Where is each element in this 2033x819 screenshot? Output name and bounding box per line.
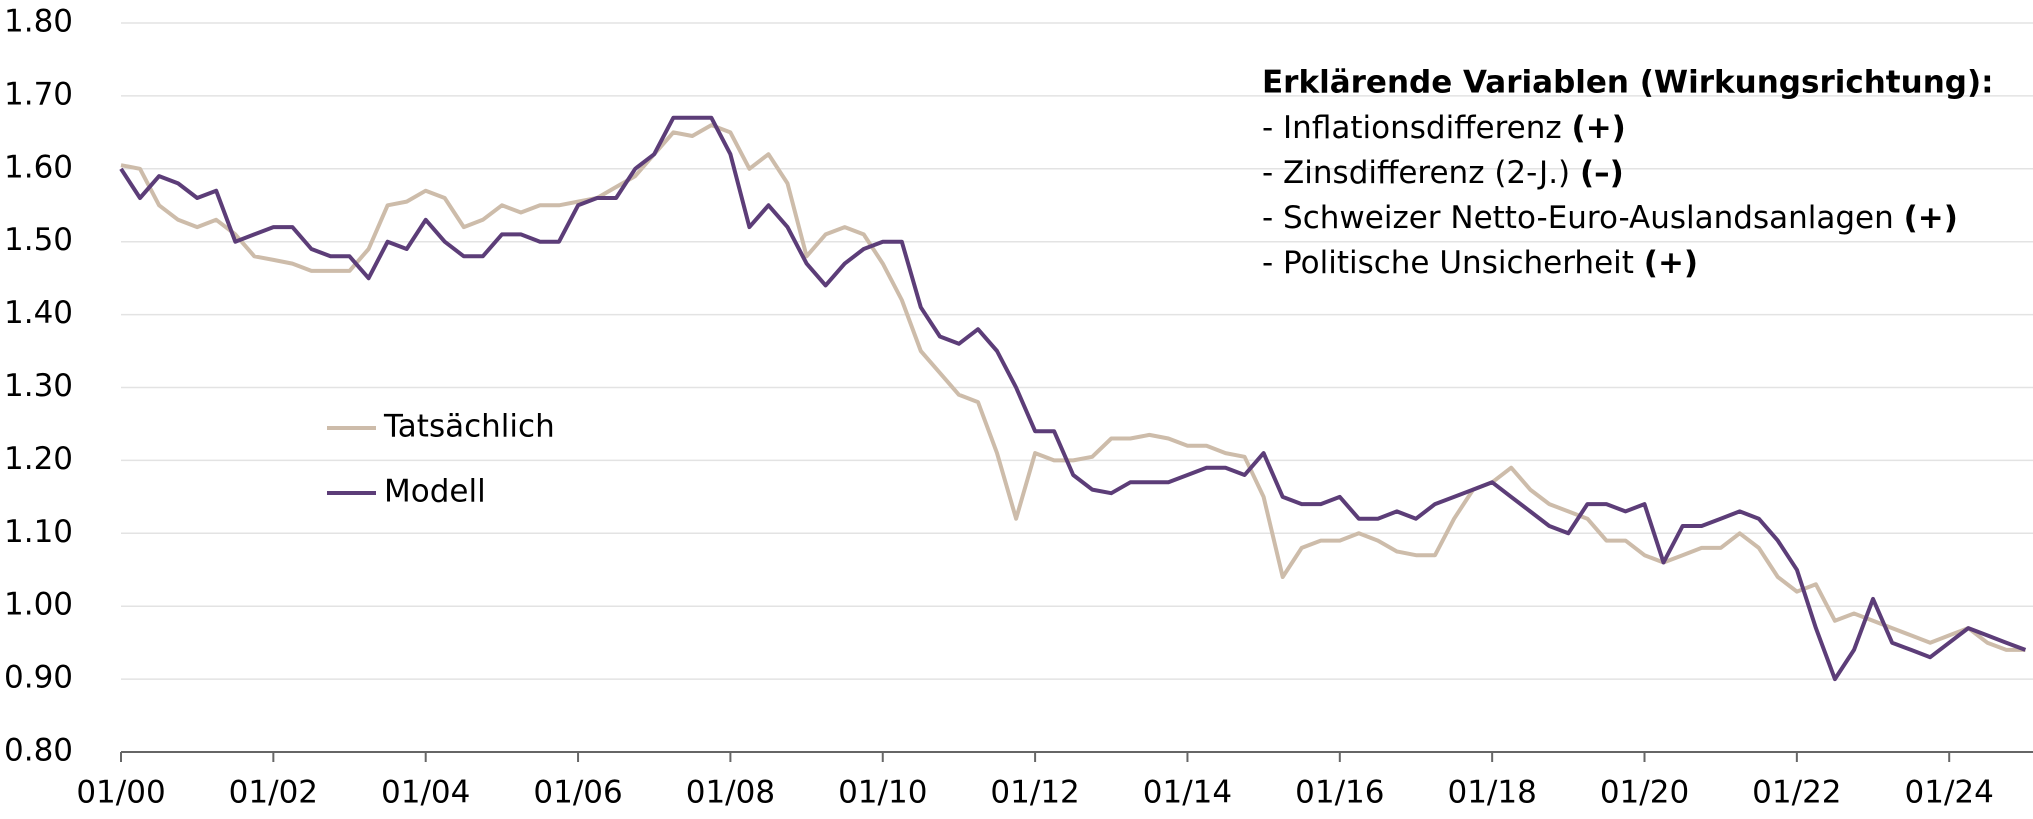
series-line xyxy=(120,123,2026,652)
annotation-item: - Zinsdifferenz (2-J.) (–) xyxy=(1262,155,1624,191)
annotation-item: - Schweizer Netto-Euro-Auslandsanlagen (… xyxy=(1262,200,1958,236)
x-tick-label: 01/00 xyxy=(76,775,165,811)
y-tick-label: 0.90 xyxy=(4,660,73,696)
x-tick-label: 01/10 xyxy=(838,775,927,811)
y-tick-label: 1.70 xyxy=(4,76,73,112)
x-tick-label: 01/18 xyxy=(1447,775,1536,811)
y-tick-label: 1.30 xyxy=(4,368,73,404)
x-tick-label: 01/04 xyxy=(381,775,470,811)
y-tick-label: 1.50 xyxy=(4,222,73,258)
annotation-item: - Inflationsdifferenz (+) xyxy=(1262,110,1626,146)
x-tick-label: 01/12 xyxy=(990,775,1079,811)
x-tick-label: 01/14 xyxy=(1143,775,1232,811)
series-line xyxy=(119,115,2027,682)
y-tick-label: 1.80 xyxy=(4,4,73,40)
x-tick-label: 01/20 xyxy=(1600,775,1689,811)
x-tick-label: 01/22 xyxy=(1752,775,1841,811)
legend-label: Tatsächlich xyxy=(383,409,555,445)
x-tick-label: 01/16 xyxy=(1295,775,1384,811)
annotation-text: - Politische Unsicherheit xyxy=(1262,245,1634,281)
x-tick-label: 01/08 xyxy=(686,775,775,811)
annotation-item: - Politische Unsicherheit (+) xyxy=(1262,245,1698,281)
annotation-text: - Inflationsdifferenz xyxy=(1262,110,1562,146)
annotation-text: - Schweizer Netto-Euro-Auslandsanlagen xyxy=(1262,200,1894,236)
y-tick-label: 0.80 xyxy=(4,733,73,769)
annotation-sign: (+) xyxy=(1572,110,1626,146)
y-tick-label: 1.20 xyxy=(4,441,73,477)
y-tick-label: 1.40 xyxy=(4,295,73,331)
annotation-sign: (+) xyxy=(1904,200,1958,236)
annotation-text: - Zinsdifferenz (2-J.) xyxy=(1262,155,1570,191)
x-tick-label: 01/24 xyxy=(1905,775,1994,811)
x-tick-label: 01/06 xyxy=(533,775,622,811)
legend-label: Modell xyxy=(384,474,486,510)
annotation-sign: (+) xyxy=(1644,245,1698,281)
y-tick-label: 1.10 xyxy=(4,514,73,550)
x-tick-label: 01/02 xyxy=(229,775,318,811)
annotation-title: Erklärende Variablen (Wirkungsrichtung): xyxy=(1262,65,1994,101)
y-tick-label: 1.60 xyxy=(4,149,73,185)
annotation-sign: (–) xyxy=(1580,155,1624,191)
y-tick-label: 1.00 xyxy=(4,587,73,623)
